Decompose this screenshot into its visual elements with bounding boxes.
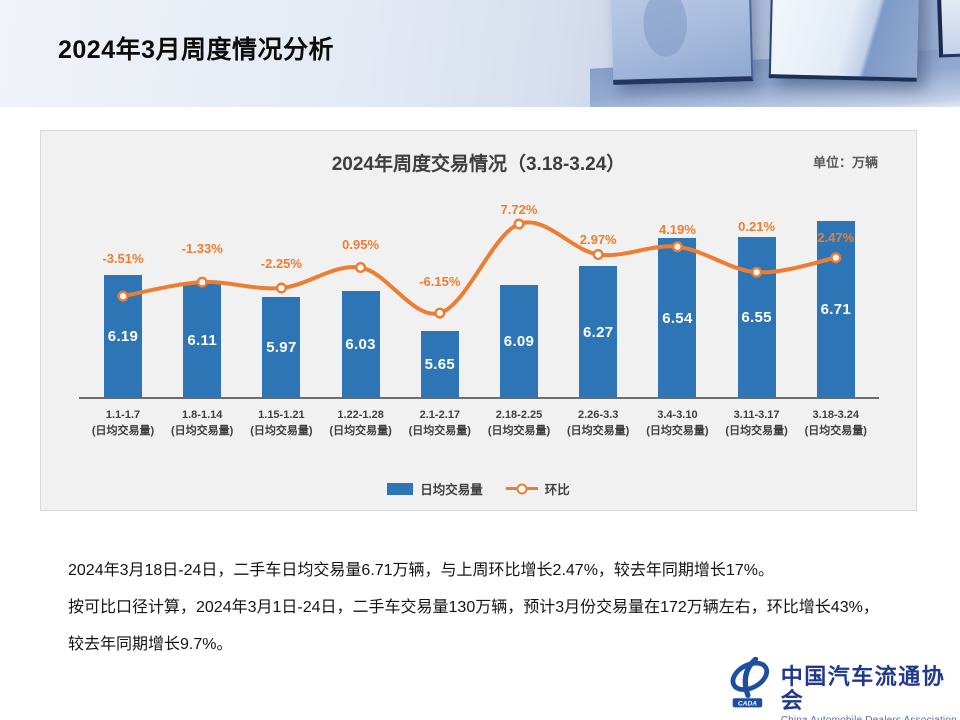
header-banner: 2024年3月周度情况分析: [0, 0, 960, 107]
summary-text: 2024年3月18日-24日，二手车日均交易量6.71万辆，与上周环比增长2.4…: [68, 562, 908, 673]
bar-value-label: 6.54: [662, 309, 693, 327]
bar: 6.55: [737, 237, 776, 398]
bar: 5.97: [262, 297, 301, 398]
x-axis-label: 1.1-1.7 (日均交易量): [91, 409, 155, 437]
line-marker-icon: [355, 262, 367, 274]
x-axis-label: 2.1-2.17 (日均交易量): [408, 409, 471, 437]
pct-label: 2.97%: [579, 231, 617, 247]
x-axis-label: 1.8-1.14 (日均交易量): [171, 409, 234, 437]
x-axis-label: 3.18-3.24 (日均交易量): [804, 409, 867, 437]
cube-art-center: [768, 0, 920, 82]
x-axis-label: 2.26-3.3 (日均交易量): [567, 409, 630, 437]
summary-line-3: 较去年同期增长9.7%。: [68, 636, 233, 653]
cube-art-left: [610, 0, 754, 85]
line-marker-icon: [434, 307, 446, 319]
bar-value-label: 6.03: [345, 336, 376, 354]
cube-art-right: [936, 0, 960, 58]
bar-value-label: 6.27: [582, 323, 614, 341]
chart-card: 2024年周度交易情况（3.18-3.24） 单位：万辆 6.19 -3.51% 1…: [40, 130, 917, 511]
x-axis-label: 1.15-1.21 (日均交易量): [250, 409, 313, 437]
pct-label: -3.51%: [102, 251, 144, 267]
pct-label: 7.72%: [500, 202, 538, 218]
line-marker-icon: [513, 218, 525, 230]
plot-area: 6.19 -3.51% 1.1-1.7 (日均交易量) 6.11 -1.33% 1.8-1.…: [41, 131, 916, 510]
bar: 5.65: [420, 330, 459, 398]
summary-line-1: 2024年3月18日-24日，二手车日均交易量6.71万辆，与上周环比增长2.4…: [68, 562, 774, 579]
bar-value-label: 6.55: [741, 309, 772, 327]
x-axis-label: 3.11-3.17 (日均交易量): [725, 409, 788, 437]
legend-line-swatch: [505, 483, 538, 494]
pct-line-series: [117, 218, 842, 319]
chart-unit-label: 单位：万辆: [812, 155, 878, 170]
bar-value-label: 6.19: [107, 327, 139, 345]
bar: 6.54: [658, 238, 697, 398]
summary-line-2: 按可比口径计算，2024年3月1日-24日，二手车交易量130万辆，预计3月份交…: [68, 599, 879, 616]
bar: 6.19: [104, 274, 142, 398]
legend-line-marker-icon: [516, 483, 528, 494]
bar-value-label: 6.09: [503, 332, 535, 350]
bar-value-label: 5.97: [266, 339, 297, 357]
logo-text: 中国汽车流通协会 China Automobile Dealers Associ…: [781, 657, 960, 720]
line-marker-icon: [592, 249, 604, 261]
bar-value-label: 5.65: [424, 355, 455, 373]
logo-name-en: China Automobile Dealers Association: [781, 715, 960, 720]
line-marker-icon: [275, 282, 287, 294]
bar: 6.27: [579, 266, 618, 398]
legend-line-label: 环比: [544, 483, 570, 497]
chart-legend: 日均交易量 环比: [41, 479, 916, 498]
chart-title: 2024年周度交易情况（3.18-3.24）: [331, 154, 626, 175]
slide-title: 2024年3月周度情况分析: [58, 36, 335, 64]
bar-value-label: 6.71: [820, 300, 851, 318]
legend-bar-label: 日均交易量: [420, 483, 483, 497]
x-axis-label: 2.18-2.25 (日均交易量): [487, 409, 551, 437]
bar-value-label: 6.11: [187, 331, 217, 349]
pct-label: -1.33%: [181, 241, 223, 257]
logo-name-cn: 中国汽车流通协会: [780, 664, 946, 713]
cada-logo: CADA 中国汽车流通协会 China Automobile Dealers A…: [726, 657, 960, 720]
cada-emblem-text: CADA: [738, 701, 757, 708]
pct-label: -6.15%: [419, 274, 461, 290]
bar: 6.71: [816, 220, 855, 398]
pct-label: 2.47%: [817, 229, 855, 245]
bar: 6.11: [183, 282, 222, 398]
legend-bar-swatch: [387, 482, 414, 495]
cada-emblem-icon: CADA: [730, 657, 770, 708]
x-axis-label: 1.22-1.28 (日均交易量): [329, 409, 392, 437]
pct-label: 0.21%: [738, 219, 776, 235]
pct-label: 4.19%: [658, 221, 696, 237]
x-axis-line: [79, 397, 879, 399]
x-axis-label: 3.4-3.10 (日均交易量): [646, 409, 709, 437]
pct-label: 0.95%: [342, 236, 380, 252]
bar: 6.03: [341, 291, 380, 398]
bar: 6.09: [500, 284, 538, 398]
pct-label: -2.25%: [260, 256, 302, 272]
